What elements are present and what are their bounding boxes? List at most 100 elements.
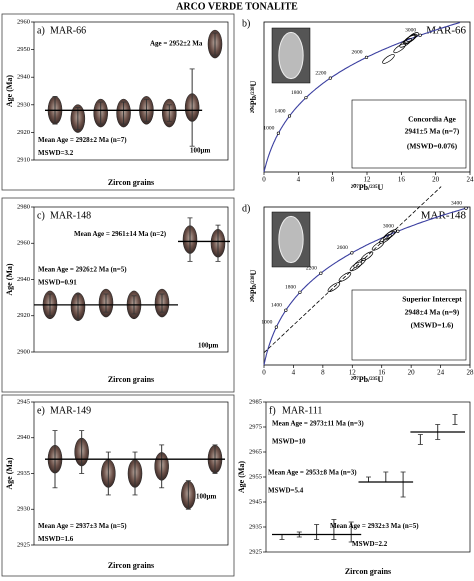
- plot-frame: [33, 21, 229, 161]
- panel-title: MAR-66: [50, 25, 86, 36]
- y-tick-label: 2945: [17, 398, 30, 405]
- x-tick-label: 24: [467, 176, 474, 184]
- data-ellipse: [371, 241, 385, 251]
- y-tick-label: 2925: [17, 541, 30, 548]
- annotation: 100μm: [190, 147, 210, 155]
- x-tick-label: 8: [321, 369, 325, 377]
- x-tick-label: 16: [398, 176, 406, 184]
- age-label: 2600: [352, 50, 363, 56]
- panel-frame: [1, 394, 235, 577]
- panel-letter: e): [37, 405, 45, 416]
- x-axis-label: Zircon grains: [345, 567, 391, 576]
- age-marker: [276, 131, 280, 135]
- y-axis-label: Age (Ma): [5, 263, 14, 296]
- annotation: 100μm: [198, 342, 218, 350]
- age-label: 2600: [337, 245, 348, 251]
- age-label: 2200: [315, 70, 326, 76]
- y-tick-label: 2925: [249, 548, 262, 555]
- y-tick-label: 2960: [17, 240, 30, 247]
- age-marker: [350, 251, 354, 255]
- x-tick-label: 0: [262, 176, 266, 184]
- mswd-label: MSWD=0.91: [38, 278, 77, 286]
- y-tick-label: 2910: [17, 156, 30, 163]
- data-ellipse: [360, 251, 374, 262]
- x-axis-label: ²⁰⁷Pb/²³⁵U: [351, 183, 384, 192]
- y-tick-label: 2920: [17, 312, 30, 319]
- y-tick-label: 2955: [249, 473, 262, 480]
- age-marker: [274, 325, 278, 329]
- x-tick-label: 12: [364, 176, 372, 184]
- age-marker: [364, 55, 369, 59]
- annotation: 100μm: [196, 493, 216, 501]
- figure-title: ARCO VERDE TONALITE: [176, 1, 298, 12]
- age-marker: [328, 76, 332, 80]
- panel-frame: [1, 197, 235, 393]
- annotation: Age = 2952±2 Ma: [150, 40, 203, 48]
- data-ellipse: [382, 230, 396, 241]
- x-axis-label: ²⁰⁷Pb/²³⁵U: [351, 375, 384, 384]
- y-tick-label: 2960: [17, 18, 30, 25]
- concordia-curve: [263, 21, 461, 173]
- age-label: 1000: [263, 126, 274, 132]
- y-tick-label: 2940: [17, 434, 30, 441]
- mean-label: Mean Age = 2928±2 Ma (n=7): [38, 136, 127, 144]
- annotation: (MSWD=0.076): [407, 142, 458, 151]
- cl-grain: [278, 31, 304, 80]
- age-label: 3000: [383, 224, 394, 230]
- x-tick-label: 4: [292, 369, 296, 377]
- mean-label: Mean Age = 2973±11 Ma (n=3): [272, 420, 364, 428]
- panel-title: MAR-66: [426, 25, 466, 37]
- y-tick-label: 2920: [17, 129, 30, 136]
- y-tick-label: 2965: [249, 448, 262, 455]
- y-tick-label: 2900: [17, 348, 30, 355]
- age-label: 1800: [291, 90, 302, 96]
- panel-letter: d): [242, 203, 250, 214]
- y-axis-label: Age (Ma): [237, 461, 246, 494]
- y-tick-label: 2985: [249, 398, 262, 405]
- x-tick-label: 28: [467, 369, 474, 377]
- y-tick-label: 2980: [17, 203, 30, 210]
- inset: [351, 289, 467, 361]
- age-label: 1400: [271, 303, 282, 309]
- mean-label: Mean Age = 2926±2 Ma (n=5): [38, 265, 127, 273]
- x-tick-label: 20: [432, 176, 440, 184]
- y-tick-label: 2940: [17, 276, 30, 283]
- mswd-label: MSWD=5.4: [268, 487, 304, 495]
- annotation: Superior Intercept: [402, 295, 462, 304]
- age-marker: [298, 290, 302, 294]
- age-marker: [304, 96, 308, 100]
- panel-letter: b): [242, 18, 250, 29]
- concordia-curve: [263, 207, 469, 366]
- y-axis-label: Age (Ma): [5, 457, 14, 490]
- y-axis-label: Age (Ma): [5, 75, 14, 108]
- panel-letter: c): [37, 210, 45, 221]
- data-ellipse: [403, 34, 417, 45]
- panel-title: MAR-148: [50, 210, 91, 221]
- data-ellipse: [338, 272, 352, 282]
- x-axis-label: Zircon grains: [108, 178, 154, 187]
- data-ellipse: [327, 282, 341, 292]
- annotation: (MSWD=1.6): [411, 321, 454, 330]
- panel-title: MAR-149: [50, 405, 91, 416]
- x-tick-label: 8: [331, 176, 335, 184]
- y-tick-label: 2935: [249, 523, 262, 530]
- x-axis-label: Zircon grains: [108, 375, 154, 384]
- age-marker: [418, 33, 422, 37]
- age-label: 2200: [306, 265, 317, 271]
- y-tick-label: 2930: [17, 101, 30, 108]
- annotation: 2941±5 Ma (n=7): [405, 127, 460, 136]
- data-ellipse: [382, 54, 395, 64]
- y-tick-label: 2935: [17, 470, 30, 477]
- x-tick-label: 4: [297, 176, 301, 184]
- y-tick-label: 2940: [17, 74, 30, 81]
- age-marker: [396, 229, 400, 233]
- x-tick-label: 0: [262, 369, 266, 377]
- mswd-label: MSWD=2.2: [352, 540, 388, 548]
- panel-letter: f): [269, 405, 276, 416]
- x-tick-label: 12: [349, 369, 357, 377]
- age-marker: [287, 114, 292, 118]
- age-marker: [464, 206, 468, 210]
- age-marker: [284, 308, 288, 312]
- annotation: Concordia Age: [408, 115, 456, 124]
- mean-label: Mean Age = 2953±8 Ma (n=3): [268, 469, 357, 477]
